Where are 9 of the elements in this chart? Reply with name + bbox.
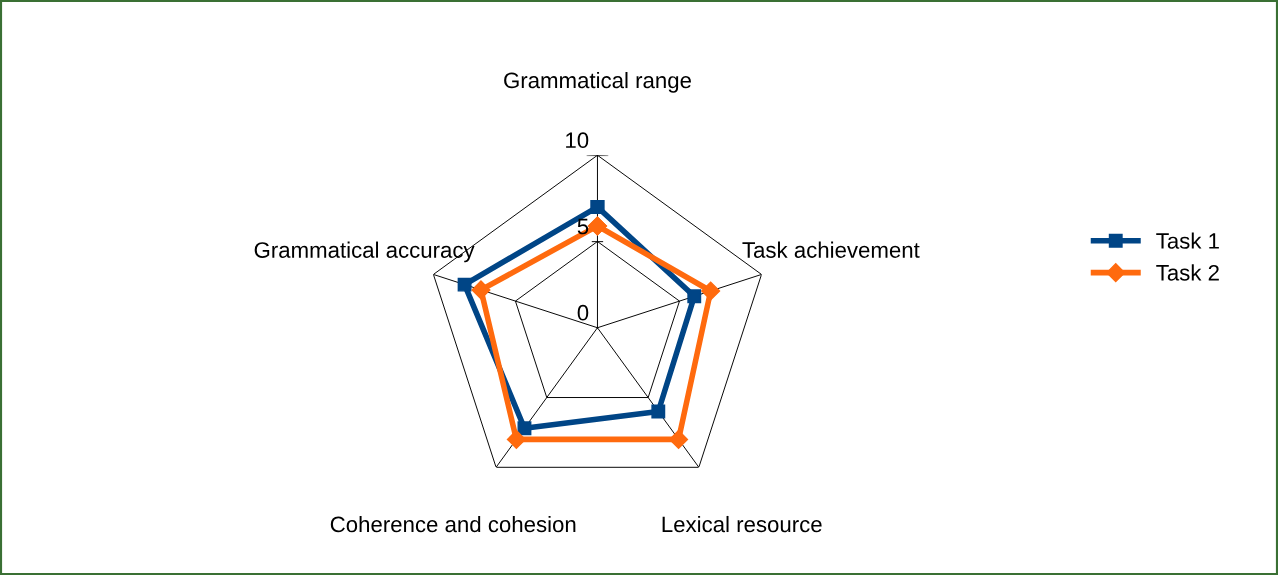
spoke-label: Grammatical range (504, 71, 691, 93)
y-tick-label: 0 (577, 304, 589, 321)
y-tick-label: 5 (577, 218, 589, 235)
legend-label: Task 1 (1156, 232, 1219, 249)
spoke-label: Coherence and cohesion (330, 515, 576, 533)
y-tick-label: 10 (566, 132, 589, 149)
spoke-label: Lexical resource (662, 515, 822, 533)
legend-label: Task 2 (1156, 264, 1219, 281)
spoke-label: Task achievement (742, 241, 920, 258)
